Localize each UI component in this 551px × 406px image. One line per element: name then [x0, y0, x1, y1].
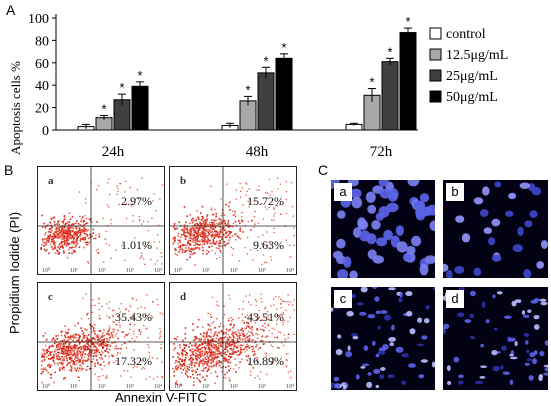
upper-right-percent: 15.72% [247, 194, 284, 208]
upper-right-percent: 2.97% [121, 194, 152, 208]
flow-plot-d: 10⁰ 10¹ 10² 10³ 10⁴ d 43.51% 16.89% [169, 282, 297, 391]
nuclei [443, 181, 548, 278]
x-tick-label: 48h [246, 144, 269, 160]
y-tick-label: 100 [28, 12, 49, 27]
bar [275, 57, 293, 131]
significance-marker: * [387, 44, 392, 59]
micro-image-a: a [331, 180, 435, 278]
micro-image-letter: a [334, 183, 352, 201]
flow-plot-letter: a [48, 175, 54, 187]
upper-right-percent: 35.43% [115, 310, 152, 324]
y-tick-label: 20 [35, 102, 49, 117]
svg-text:10⁰: 10⁰ [42, 267, 51, 274]
micro-image-b: b [443, 180, 548, 278]
legend-swatch [429, 27, 442, 40]
svg-text:10⁴: 10⁴ [286, 268, 294, 274]
nuclei [331, 287, 435, 390]
significance-marker: * [263, 53, 268, 68]
y-axis-label: Apoptosis cells % [8, 61, 23, 155]
micro-image-d: d [443, 287, 548, 390]
bar [399, 32, 417, 131]
panel-letter-b: B [4, 162, 14, 178]
y-tick-label: 60 [35, 57, 49, 72]
legend-label: 50μg/mL [446, 90, 498, 105]
flow-scatter: 10⁰ 10¹ 10² 10³ 10⁴ [38, 283, 164, 390]
svg-text:10⁰: 10⁰ [42, 383, 51, 390]
bar [131, 85, 149, 131]
micro-image-letter: b [446, 183, 464, 201]
legend-label: 25μg/mL [446, 69, 498, 84]
significance-marker: * [119, 80, 124, 95]
legend-label: control [446, 27, 486, 42]
bar-chart: Apoptosis cells % * * * * * * * * * 0 20 40 60 80 100… [8, 12, 508, 160]
svg-text:10¹: 10¹ [202, 268, 210, 274]
bar [257, 72, 275, 131]
upper-right-percent: 43.51% [247, 310, 284, 324]
svg-text:10³: 10³ [258, 268, 266, 274]
panel-letter-c: C [318, 162, 329, 178]
micro-image-letter: c [334, 290, 352, 308]
legend-swatch [429, 90, 442, 103]
legend-swatch [429, 69, 442, 82]
flow-plot-letter: c [48, 291, 53, 303]
flow-plot-c: 10⁰ 10¹ 10² 10³ 10⁴ c 35.43% 17.32% [37, 282, 165, 391]
svg-text:10¹: 10¹ [70, 268, 78, 274]
legend-label: 12.5μg/mL [446, 48, 508, 63]
svg-text:10⁰: 10⁰ [174, 267, 183, 274]
x-tick-label: 24h [102, 144, 125, 160]
y-tick-label: 0 [42, 124, 49, 139]
flow-scatter: 10⁰ 10¹ 10² 10³ 10⁴ [38, 167, 164, 274]
svg-text:10¹: 10¹ [202, 384, 210, 390]
y-tick-label: 80 [35, 34, 49, 49]
significance-marker: * [281, 40, 286, 55]
svg-text:10⁴: 10⁴ [286, 384, 294, 390]
flow-y-axis-label: Propidium Iodide (PI) [7, 211, 22, 334]
svg-text:10⁴: 10⁴ [154, 384, 162, 390]
svg-text:10³: 10³ [126, 384, 134, 390]
svg-text:10²: 10² [230, 384, 238, 390]
svg-text:10³: 10³ [258, 384, 266, 390]
nuclei [331, 180, 435, 278]
flow-scatter: 10⁰ 10¹ 10² 10³ 10⁴ [170, 283, 296, 390]
significance-marker: * [405, 14, 410, 29]
significance-marker: * [369, 75, 374, 90]
panel-letter-a: A [6, 2, 16, 18]
svg-text:10³: 10³ [126, 268, 134, 274]
flow-x-axis-label: Annexin V-FITC [115, 390, 207, 405]
flow-plot-a: 10⁰ 10¹ 10² 10³ 10⁴ a 2.97% 1.01% [37, 166, 165, 275]
lower-right-percent: 16.89% [247, 354, 284, 368]
flow-plot-letter: d [180, 291, 187, 303]
micro-image-letter: d [446, 290, 464, 308]
svg-text:10²: 10² [98, 384, 106, 390]
x-tick-label: 72h [370, 144, 393, 160]
svg-text:10¹: 10¹ [70, 384, 78, 390]
significance-marker: * [245, 82, 250, 97]
svg-text:10⁴: 10⁴ [154, 268, 162, 274]
flow-plot-letter: b [180, 175, 187, 187]
svg-text:10⁰: 10⁰ [174, 383, 183, 390]
lower-right-percent: 17.32% [115, 354, 152, 368]
micro-image-c: c [331, 287, 435, 390]
significance-marker: * [137, 68, 142, 83]
significance-marker: * [101, 101, 106, 116]
y-tick-label: 40 [35, 79, 49, 94]
flow-scatter: 10⁰ 10¹ 10² 10³ 10⁴ [170, 167, 296, 274]
legend-swatch [429, 48, 442, 61]
svg-text:10²: 10² [230, 268, 238, 274]
bar [381, 61, 399, 131]
lower-right-percent: 9.63% [253, 238, 284, 252]
svg-text:10²: 10² [98, 268, 106, 274]
lower-right-percent: 1.01% [121, 238, 152, 252]
flow-plot-b: 10⁰ 10¹ 10² 10³ 10⁴ b 15.72% 9.63% [169, 166, 297, 275]
